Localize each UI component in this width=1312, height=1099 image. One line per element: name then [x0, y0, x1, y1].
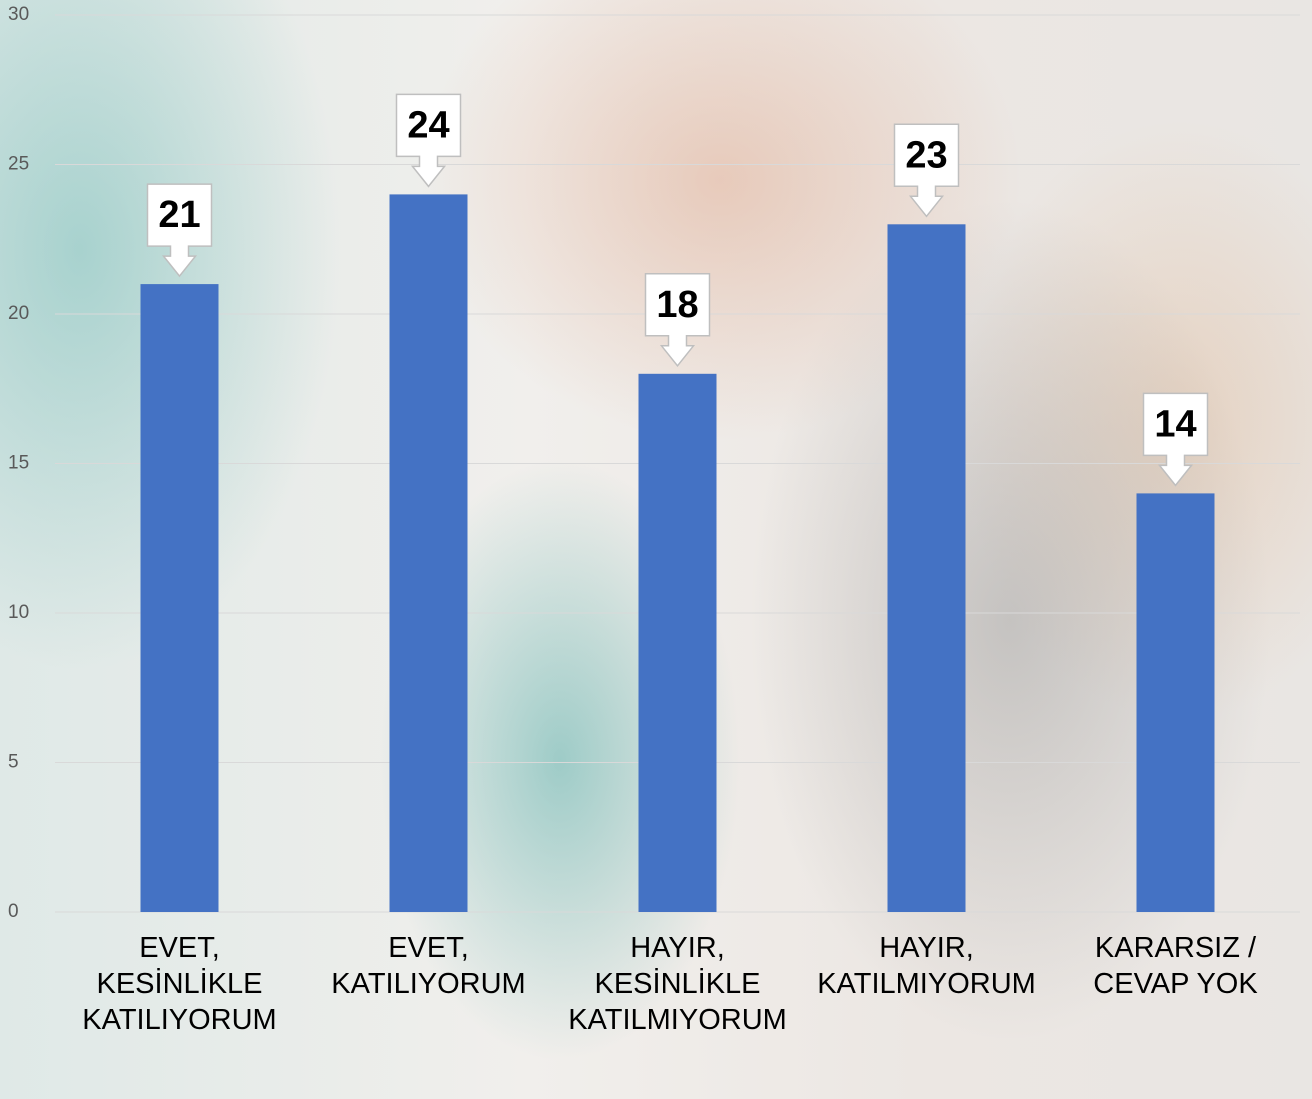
y-tick-label: 30: [8, 4, 29, 25]
value-label: 23: [905, 134, 947, 176]
bar: [390, 194, 468, 912]
x-tick-label: EVET, KESİNLİKLE KATILIYORUM: [55, 930, 305, 1038]
x-tick-label: EVET, KATILIYORUM: [304, 930, 554, 1002]
y-tick-label: 25: [8, 154, 29, 175]
value-label: 14: [1154, 403, 1196, 445]
y-tick-label: 0: [8, 901, 19, 922]
chart: 0 5 10 15 20 25 30 21 24 18 23 14 EVET, KESİNLİKLE …: [0, 0, 1312, 1099]
bar: [639, 374, 717, 912]
bar: [141, 284, 219, 912]
value-label: 24: [407, 104, 449, 146]
y-tick-label: 5: [8, 752, 19, 773]
x-tick-label: KARARSIZ / CEVAP YOK: [1051, 930, 1301, 1002]
y-tick-label: 15: [8, 453, 29, 474]
bar: [1137, 493, 1215, 912]
value-label: 18: [656, 284, 698, 326]
bar: [888, 224, 966, 912]
y-tick-label: 10: [8, 602, 29, 623]
x-tick-label: HAYIR, KATILMIYORUM: [802, 930, 1052, 1002]
x-tick-label: HAYIR, KESİNLİKLE KATILMIYORUM: [553, 930, 803, 1038]
value-label: 21: [158, 194, 200, 236]
y-tick-label: 20: [8, 303, 29, 324]
